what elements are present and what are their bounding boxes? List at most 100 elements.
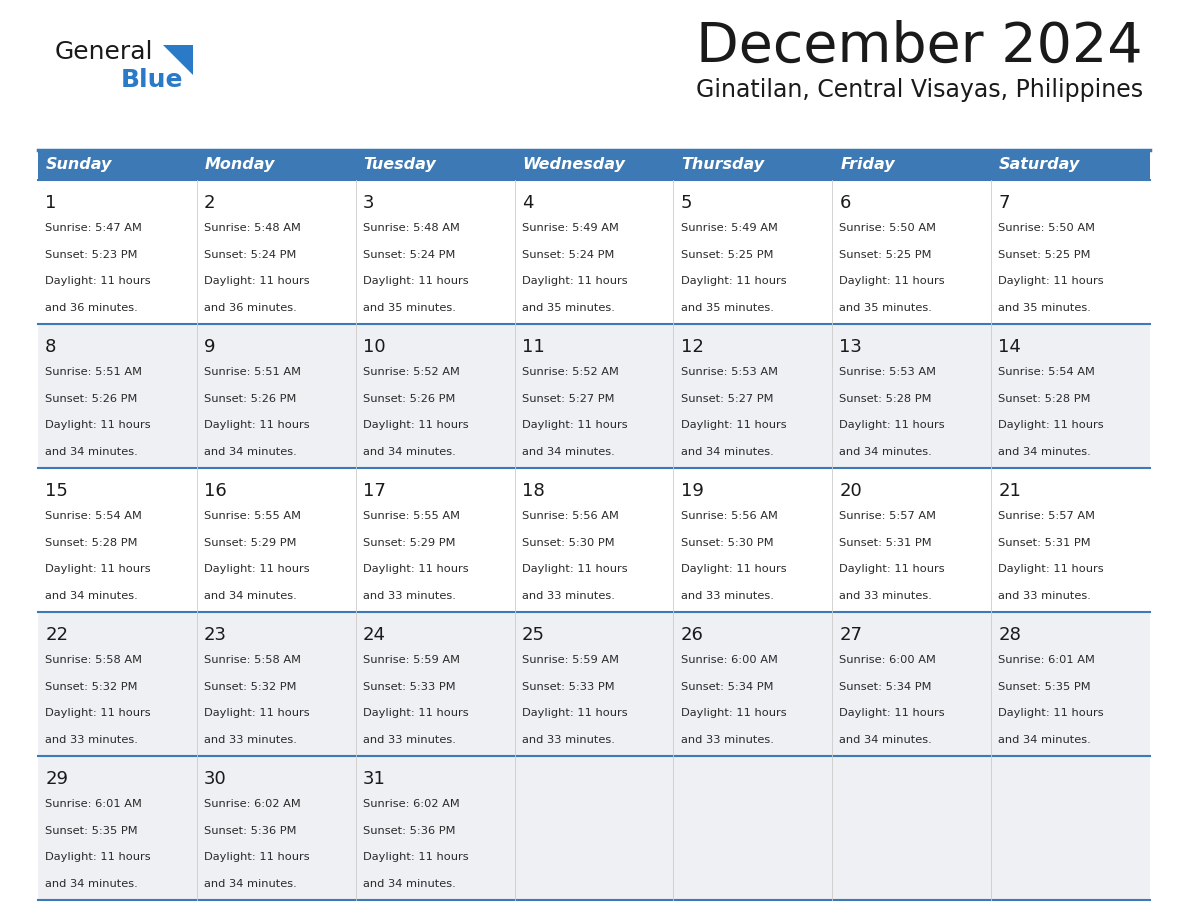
Text: Daylight: 11 hours: Daylight: 11 hours <box>522 276 627 286</box>
Bar <box>38 468 1150 612</box>
Text: 2: 2 <box>204 195 215 212</box>
Text: Wednesday: Wednesday <box>523 158 625 173</box>
Text: and 34 minutes.: and 34 minutes. <box>204 447 297 457</box>
Text: and 34 minutes.: and 34 minutes. <box>45 879 138 890</box>
Text: 12: 12 <box>681 339 703 356</box>
Text: Sunrise: 5:50 AM: Sunrise: 5:50 AM <box>840 223 936 233</box>
Text: Daylight: 11 hours: Daylight: 11 hours <box>362 420 468 431</box>
Text: Sunset: 5:28 PM: Sunset: 5:28 PM <box>840 394 931 404</box>
Bar <box>38 324 1150 468</box>
Text: Daylight: 11 hours: Daylight: 11 hours <box>204 853 310 863</box>
Text: Sunset: 5:34 PM: Sunset: 5:34 PM <box>681 682 773 692</box>
Text: and 34 minutes.: and 34 minutes. <box>998 447 1091 457</box>
Text: Sunset: 5:25 PM: Sunset: 5:25 PM <box>681 250 773 260</box>
Text: Daylight: 11 hours: Daylight: 11 hours <box>522 709 627 719</box>
Text: 31: 31 <box>362 770 386 789</box>
Bar <box>38 180 1150 324</box>
Text: Sunrise: 5:55 AM: Sunrise: 5:55 AM <box>362 511 460 521</box>
Text: 11: 11 <box>522 339 544 356</box>
Text: Daylight: 11 hours: Daylight: 11 hours <box>522 565 627 575</box>
Text: Sunset: 5:24 PM: Sunset: 5:24 PM <box>204 250 296 260</box>
Bar <box>38 612 1150 756</box>
Text: Daylight: 11 hours: Daylight: 11 hours <box>522 420 627 431</box>
Text: and 34 minutes.: and 34 minutes. <box>204 591 297 601</box>
Text: Daylight: 11 hours: Daylight: 11 hours <box>204 276 310 286</box>
Text: Sunset: 5:35 PM: Sunset: 5:35 PM <box>45 826 138 836</box>
Text: Sunset: 5:34 PM: Sunset: 5:34 PM <box>840 682 931 692</box>
Text: Daylight: 11 hours: Daylight: 11 hours <box>362 276 468 286</box>
Text: Daylight: 11 hours: Daylight: 11 hours <box>681 276 786 286</box>
Text: Sunset: 5:31 PM: Sunset: 5:31 PM <box>840 538 933 548</box>
Text: Saturday: Saturday <box>999 158 1080 173</box>
Text: and 33 minutes.: and 33 minutes. <box>998 591 1091 601</box>
Text: Sunrise: 5:52 AM: Sunrise: 5:52 AM <box>362 367 460 377</box>
Text: 3: 3 <box>362 195 374 212</box>
Text: Thursday: Thursday <box>682 158 765 173</box>
Text: Sunrise: 6:01 AM: Sunrise: 6:01 AM <box>45 800 143 809</box>
Text: Sunrise: 6:01 AM: Sunrise: 6:01 AM <box>998 655 1095 666</box>
Text: Sunrise: 5:49 AM: Sunrise: 5:49 AM <box>681 223 777 233</box>
Text: Sunset: 5:30 PM: Sunset: 5:30 PM <box>522 538 614 548</box>
Text: 26: 26 <box>681 626 703 644</box>
Text: 13: 13 <box>840 339 862 356</box>
Bar <box>833 150 991 180</box>
Text: Sunrise: 5:48 AM: Sunrise: 5:48 AM <box>204 223 301 233</box>
Text: and 33 minutes.: and 33 minutes. <box>362 735 456 745</box>
Text: Sunrise: 5:57 AM: Sunrise: 5:57 AM <box>998 511 1095 521</box>
Text: Daylight: 11 hours: Daylight: 11 hours <box>998 420 1104 431</box>
Text: Sunrise: 6:00 AM: Sunrise: 6:00 AM <box>681 655 777 666</box>
Text: and 36 minutes.: and 36 minutes. <box>45 303 138 313</box>
Text: Daylight: 11 hours: Daylight: 11 hours <box>840 276 946 286</box>
Text: Sunrise: 5:54 AM: Sunrise: 5:54 AM <box>45 511 143 521</box>
Text: Sunrise: 5:49 AM: Sunrise: 5:49 AM <box>522 223 619 233</box>
Text: Daylight: 11 hours: Daylight: 11 hours <box>998 709 1104 719</box>
Text: Daylight: 11 hours: Daylight: 11 hours <box>45 853 151 863</box>
Text: Sunset: 5:27 PM: Sunset: 5:27 PM <box>522 394 614 404</box>
Text: 1: 1 <box>45 195 57 212</box>
Text: 15: 15 <box>45 482 68 500</box>
Text: and 34 minutes.: and 34 minutes. <box>362 879 456 890</box>
Text: and 34 minutes.: and 34 minutes. <box>840 735 933 745</box>
Bar <box>197 150 355 180</box>
Text: Sunday: Sunday <box>46 158 113 173</box>
Text: and 33 minutes.: and 33 minutes. <box>362 591 456 601</box>
Text: and 33 minutes.: and 33 minutes. <box>204 735 297 745</box>
Text: 16: 16 <box>204 482 227 500</box>
Text: Sunset: 5:26 PM: Sunset: 5:26 PM <box>204 394 296 404</box>
Text: Sunset: 5:25 PM: Sunset: 5:25 PM <box>840 250 931 260</box>
Text: Sunset: 5:24 PM: Sunset: 5:24 PM <box>362 250 455 260</box>
Text: Sunrise: 5:53 AM: Sunrise: 5:53 AM <box>840 367 936 377</box>
Text: and 34 minutes.: and 34 minutes. <box>522 447 614 457</box>
Text: Daylight: 11 hours: Daylight: 11 hours <box>45 709 151 719</box>
Text: 22: 22 <box>45 626 68 644</box>
Text: 25: 25 <box>522 626 545 644</box>
Text: Sunrise: 5:51 AM: Sunrise: 5:51 AM <box>204 367 301 377</box>
Text: 14: 14 <box>998 339 1022 356</box>
Text: and 34 minutes.: and 34 minutes. <box>998 735 1091 745</box>
Text: 28: 28 <box>998 626 1022 644</box>
Text: Daylight: 11 hours: Daylight: 11 hours <box>362 853 468 863</box>
Text: Daylight: 11 hours: Daylight: 11 hours <box>681 420 786 431</box>
Text: and 35 minutes.: and 35 minutes. <box>522 303 614 313</box>
Text: and 34 minutes.: and 34 minutes. <box>45 591 138 601</box>
Text: Daylight: 11 hours: Daylight: 11 hours <box>681 565 786 575</box>
Text: Sunset: 5:33 PM: Sunset: 5:33 PM <box>362 682 455 692</box>
Bar <box>674 150 833 180</box>
Text: Sunrise: 5:53 AM: Sunrise: 5:53 AM <box>681 367 778 377</box>
Text: Sunrise: 6:00 AM: Sunrise: 6:00 AM <box>840 655 936 666</box>
Text: Daylight: 11 hours: Daylight: 11 hours <box>204 565 310 575</box>
Text: Sunrise: 5:54 AM: Sunrise: 5:54 AM <box>998 367 1095 377</box>
Text: 30: 30 <box>204 770 227 789</box>
Text: 18: 18 <box>522 482 544 500</box>
Text: Friday: Friday <box>840 158 895 173</box>
Text: 4: 4 <box>522 195 533 212</box>
Text: and 34 minutes.: and 34 minutes. <box>362 447 456 457</box>
Text: Sunrise: 5:57 AM: Sunrise: 5:57 AM <box>840 511 936 521</box>
Text: and 35 minutes.: and 35 minutes. <box>681 303 773 313</box>
Text: 24: 24 <box>362 626 386 644</box>
Text: Sunrise: 6:02 AM: Sunrise: 6:02 AM <box>362 800 460 809</box>
Polygon shape <box>163 45 192 75</box>
Text: Sunset: 5:32 PM: Sunset: 5:32 PM <box>204 682 297 692</box>
Text: Daylight: 11 hours: Daylight: 11 hours <box>362 565 468 575</box>
Text: Daylight: 11 hours: Daylight: 11 hours <box>840 709 946 719</box>
